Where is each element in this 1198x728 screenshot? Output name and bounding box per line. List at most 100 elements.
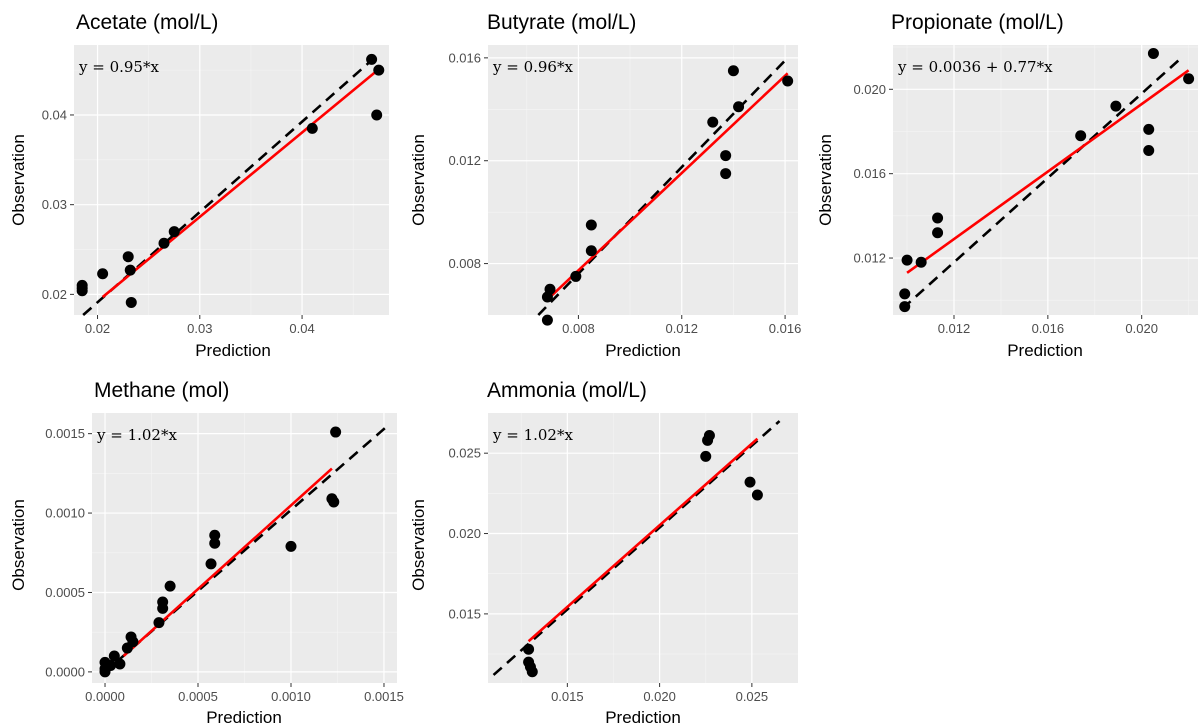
y-tick-label: 0.016 — [448, 50, 481, 65]
reference-line — [82, 52, 380, 316]
fit-line — [101, 68, 380, 299]
data-point — [209, 529, 221, 541]
data-point — [1075, 130, 1087, 142]
x-tick-label: 0.008 — [562, 321, 595, 336]
data-point — [744, 476, 756, 488]
data-point — [544, 283, 556, 295]
data-point — [1110, 100, 1122, 112]
data-point — [932, 212, 944, 224]
reference-line — [492, 420, 781, 676]
data-point — [585, 219, 597, 231]
y-axis-label: Observation — [9, 134, 28, 226]
y-tick-label: 0.008 — [448, 256, 481, 271]
y-tick-label: 0.020 — [448, 526, 481, 541]
chart-title: Propionate (mol/L) — [891, 11, 1064, 34]
y-axis-label: Observation — [9, 499, 28, 591]
plot-background — [488, 45, 798, 315]
ammonia-panel: Ammonia (mol/L) Prediction Observation 0… — [409, 379, 798, 727]
y-tick-label: 0.015 — [448, 606, 481, 621]
x-tick-label: 0.012 — [665, 321, 698, 336]
data-point — [707, 116, 719, 128]
data-point — [1143, 144, 1155, 156]
x-tick-label: 0.016 — [1032, 321, 1065, 336]
data-point — [899, 301, 911, 313]
y-tick-label: 0.02 — [42, 287, 67, 302]
data-point — [330, 426, 342, 438]
data-point — [306, 122, 318, 134]
chart-title: Butyrate (mol/L) — [487, 11, 636, 34]
x-axis-label: Prediction — [1007, 341, 1083, 360]
x-tick-label: 0.0005 — [178, 689, 218, 704]
regression-equation: y = 1.02*x — [492, 426, 573, 444]
data-point — [371, 109, 383, 121]
y-tick-label: 0.016 — [853, 166, 886, 181]
y-tick-label: 0.012 — [448, 153, 481, 168]
data-point — [570, 270, 582, 282]
regression-equation: y = 0.0036 + 0.77*x — [897, 58, 1053, 76]
fit-line — [546, 72, 789, 301]
y-tick-label: 0.0000 — [45, 664, 85, 679]
data-point — [720, 150, 732, 162]
y-tick-label: 0.04 — [42, 107, 67, 122]
x-tick-label: 0.0010 — [271, 689, 311, 704]
fit-line — [527, 437, 759, 643]
data-point — [122, 251, 134, 263]
data-point — [125, 296, 137, 308]
x-axis-label: Prediction — [605, 708, 681, 727]
data-point — [899, 288, 911, 300]
methane-panel: Methane (mol) Prediction Observation 0.0… — [9, 379, 404, 727]
data-point — [703, 430, 715, 441]
x-tick-label: 0.025 — [736, 689, 769, 704]
data-point — [901, 254, 913, 266]
reference-line — [901, 58, 1181, 310]
x-tick-label: 0.016 — [769, 321, 802, 336]
y-tick-label: 0.025 — [448, 446, 481, 461]
data-point — [157, 596, 169, 608]
regression-equation: y = 1.02*x — [96, 426, 177, 444]
propionate-panel: Propionate (mol/L) Prediction Observatio… — [816, 11, 1198, 360]
data-point — [585, 245, 597, 257]
x-tick-label: 0.0000 — [85, 689, 125, 704]
y-tick-label: 0.012 — [853, 251, 886, 266]
data-point — [1143, 123, 1155, 135]
data-point — [366, 53, 378, 65]
data-point — [124, 264, 136, 276]
x-tick-label: 0.020 — [643, 689, 676, 704]
x-tick-label: 0.012 — [938, 321, 971, 336]
y-tick-label: 0.020 — [853, 82, 886, 97]
data-point — [164, 580, 176, 592]
data-point — [1147, 47, 1159, 59]
x-tick-label: 0.03 — [187, 321, 212, 336]
reference-line — [537, 56, 789, 316]
y-axis-label: Observation — [409, 499, 428, 591]
y-axis-label: Observation — [816, 134, 835, 226]
chart-title: Methane (mol) — [94, 379, 229, 402]
regression-equation: y = 0.95*x — [78, 58, 159, 76]
data-point — [1183, 73, 1195, 85]
data-point — [733, 101, 745, 113]
data-point — [209, 537, 221, 549]
data-point — [108, 650, 120, 662]
data-point — [720, 168, 732, 180]
x-axis-label: Prediction — [206, 708, 282, 727]
data-point — [700, 450, 712, 462]
plot-background — [893, 45, 1198, 315]
data-point — [526, 666, 538, 678]
data-point — [373, 64, 385, 76]
data-point — [915, 256, 927, 268]
x-tick-label: 0.015 — [551, 689, 584, 704]
data-point — [105, 660, 117, 672]
x-axis-label: Prediction — [195, 341, 271, 360]
acetate-panel: Acetate (mol/L) Prediction Observation 0… — [9, 11, 389, 360]
y-tick-label: 0.03 — [42, 197, 67, 212]
data-point — [727, 65, 739, 77]
data-point — [328, 496, 340, 508]
regression-equation: y = 0.96*x — [492, 58, 573, 76]
x-axis-label: Prediction — [605, 341, 681, 360]
x-tick-label: 0.04 — [289, 321, 314, 336]
data-point — [541, 314, 553, 326]
data-point — [782, 75, 794, 87]
chart-title: Acetate (mol/L) — [76, 11, 218, 34]
plot-background — [488, 413, 798, 683]
